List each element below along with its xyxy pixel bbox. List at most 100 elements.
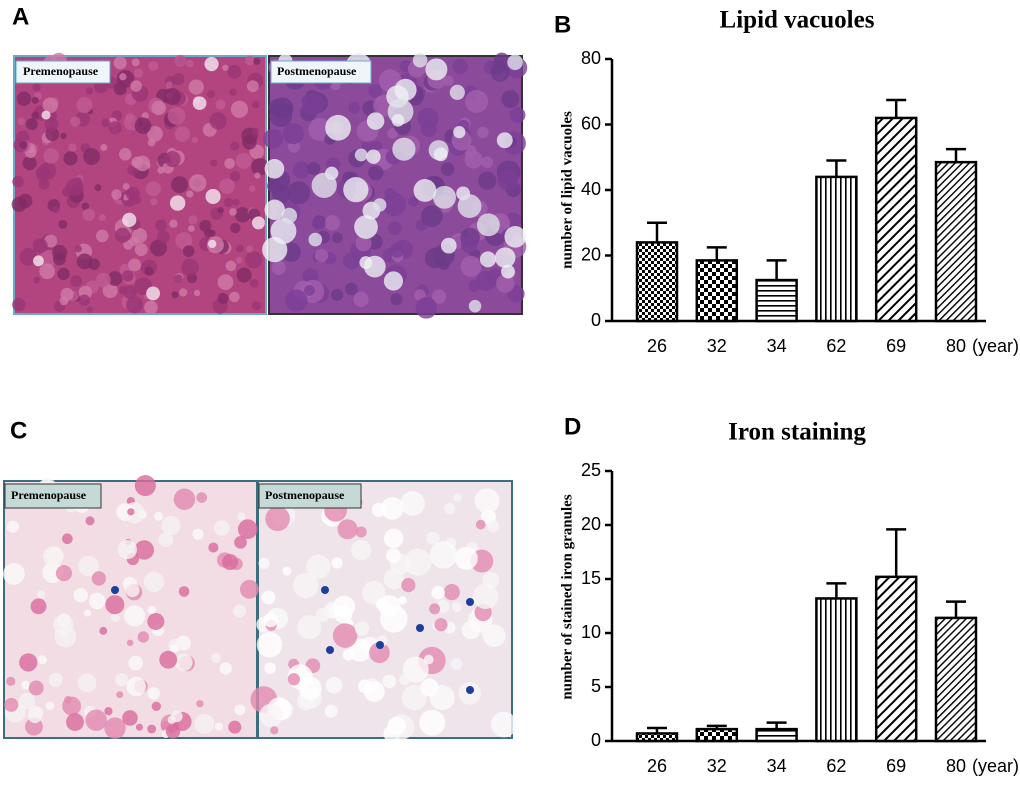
texture	[351, 540, 372, 561]
texture	[161, 515, 181, 536]
texture	[209, 112, 227, 130]
bar	[755, 278, 798, 323]
y-tick-label: 0	[591, 730, 601, 750]
texture	[73, 587, 88, 603]
texture	[95, 272, 111, 288]
texture	[399, 674, 411, 686]
texture	[383, 528, 404, 549]
texture	[363, 680, 385, 702]
texture	[429, 541, 458, 569]
texture	[124, 605, 146, 627]
y-tick-label: 20	[581, 514, 601, 534]
texture	[344, 282, 358, 296]
texture	[366, 149, 381, 164]
texture	[354, 215, 378, 239]
texture	[76, 253, 93, 270]
texture	[402, 656, 429, 683]
texture	[170, 710, 183, 723]
texture	[52, 205, 60, 214]
y-tick-label: 40	[581, 179, 601, 199]
texture	[215, 99, 226, 110]
texture	[248, 185, 256, 192]
texture	[173, 488, 196, 510]
texture	[404, 548, 432, 576]
texture	[78, 294, 90, 306]
texture	[267, 178, 282, 194]
texture	[237, 512, 246, 521]
texture	[443, 584, 460, 601]
texture	[235, 244, 244, 253]
texture	[171, 291, 179, 299]
texture	[314, 248, 329, 263]
texture	[434, 618, 448, 632]
panel-label: A	[12, 3, 29, 30]
texture	[135, 723, 143, 731]
texture	[45, 701, 55, 711]
x-tick-label: 26	[647, 336, 667, 356]
texture	[163, 88, 181, 106]
texture	[331, 557, 343, 569]
texture	[196, 492, 208, 503]
bar	[815, 175, 858, 323]
texture	[199, 219, 212, 232]
texture	[122, 710, 138, 726]
texture	[292, 161, 310, 179]
label-box	[258, 483, 362, 509]
panel-label: B	[554, 11, 571, 38]
micrograph-label: Premenopause	[23, 64, 99, 78]
texture	[359, 256, 373, 269]
texture	[355, 526, 367, 538]
texture	[169, 195, 186, 211]
texture	[282, 566, 292, 576]
texture	[416, 624, 424, 632]
texture	[246, 245, 254, 253]
texture	[60, 287, 74, 301]
texture	[343, 177, 369, 203]
texture	[229, 88, 237, 96]
texture	[259, 703, 283, 728]
texture	[251, 301, 261, 311]
texture	[354, 148, 368, 162]
texture	[230, 141, 240, 151]
texture	[324, 215, 341, 231]
texture	[30, 598, 47, 615]
texture	[205, 188, 221, 205]
texture	[12, 297, 26, 312]
texture	[264, 662, 276, 675]
texture	[475, 519, 486, 530]
texture	[214, 722, 224, 731]
texture	[281, 207, 298, 224]
texture	[355, 235, 372, 252]
texture	[174, 54, 187, 67]
y-tick-label: 15	[581, 568, 601, 588]
texture	[186, 59, 194, 68]
texture	[390, 293, 403, 306]
texture	[25, 118, 38, 131]
texture	[378, 594, 401, 618]
texture	[264, 199, 285, 220]
texture	[509, 107, 526, 123]
texture	[126, 296, 144, 314]
y-tick-label: 60	[581, 113, 601, 133]
texture	[33, 276, 41, 284]
y-tick-label: 25	[581, 460, 601, 480]
texture	[466, 686, 474, 694]
texture	[373, 198, 387, 212]
texture	[134, 475, 156, 497]
texture	[412, 52, 428, 68]
micrograph-label: Premenopause	[11, 488, 87, 502]
texture	[131, 58, 140, 67]
texture	[421, 205, 443, 227]
texture	[28, 680, 44, 696]
texture	[487, 520, 500, 533]
texture	[337, 519, 358, 540]
texture	[391, 113, 405, 127]
texture	[468, 279, 481, 292]
texture	[426, 531, 440, 545]
texture	[312, 216, 326, 231]
texture	[217, 274, 234, 291]
texture	[384, 187, 397, 200]
texture	[32, 83, 41, 92]
texture	[128, 258, 142, 272]
texture	[99, 626, 108, 635]
